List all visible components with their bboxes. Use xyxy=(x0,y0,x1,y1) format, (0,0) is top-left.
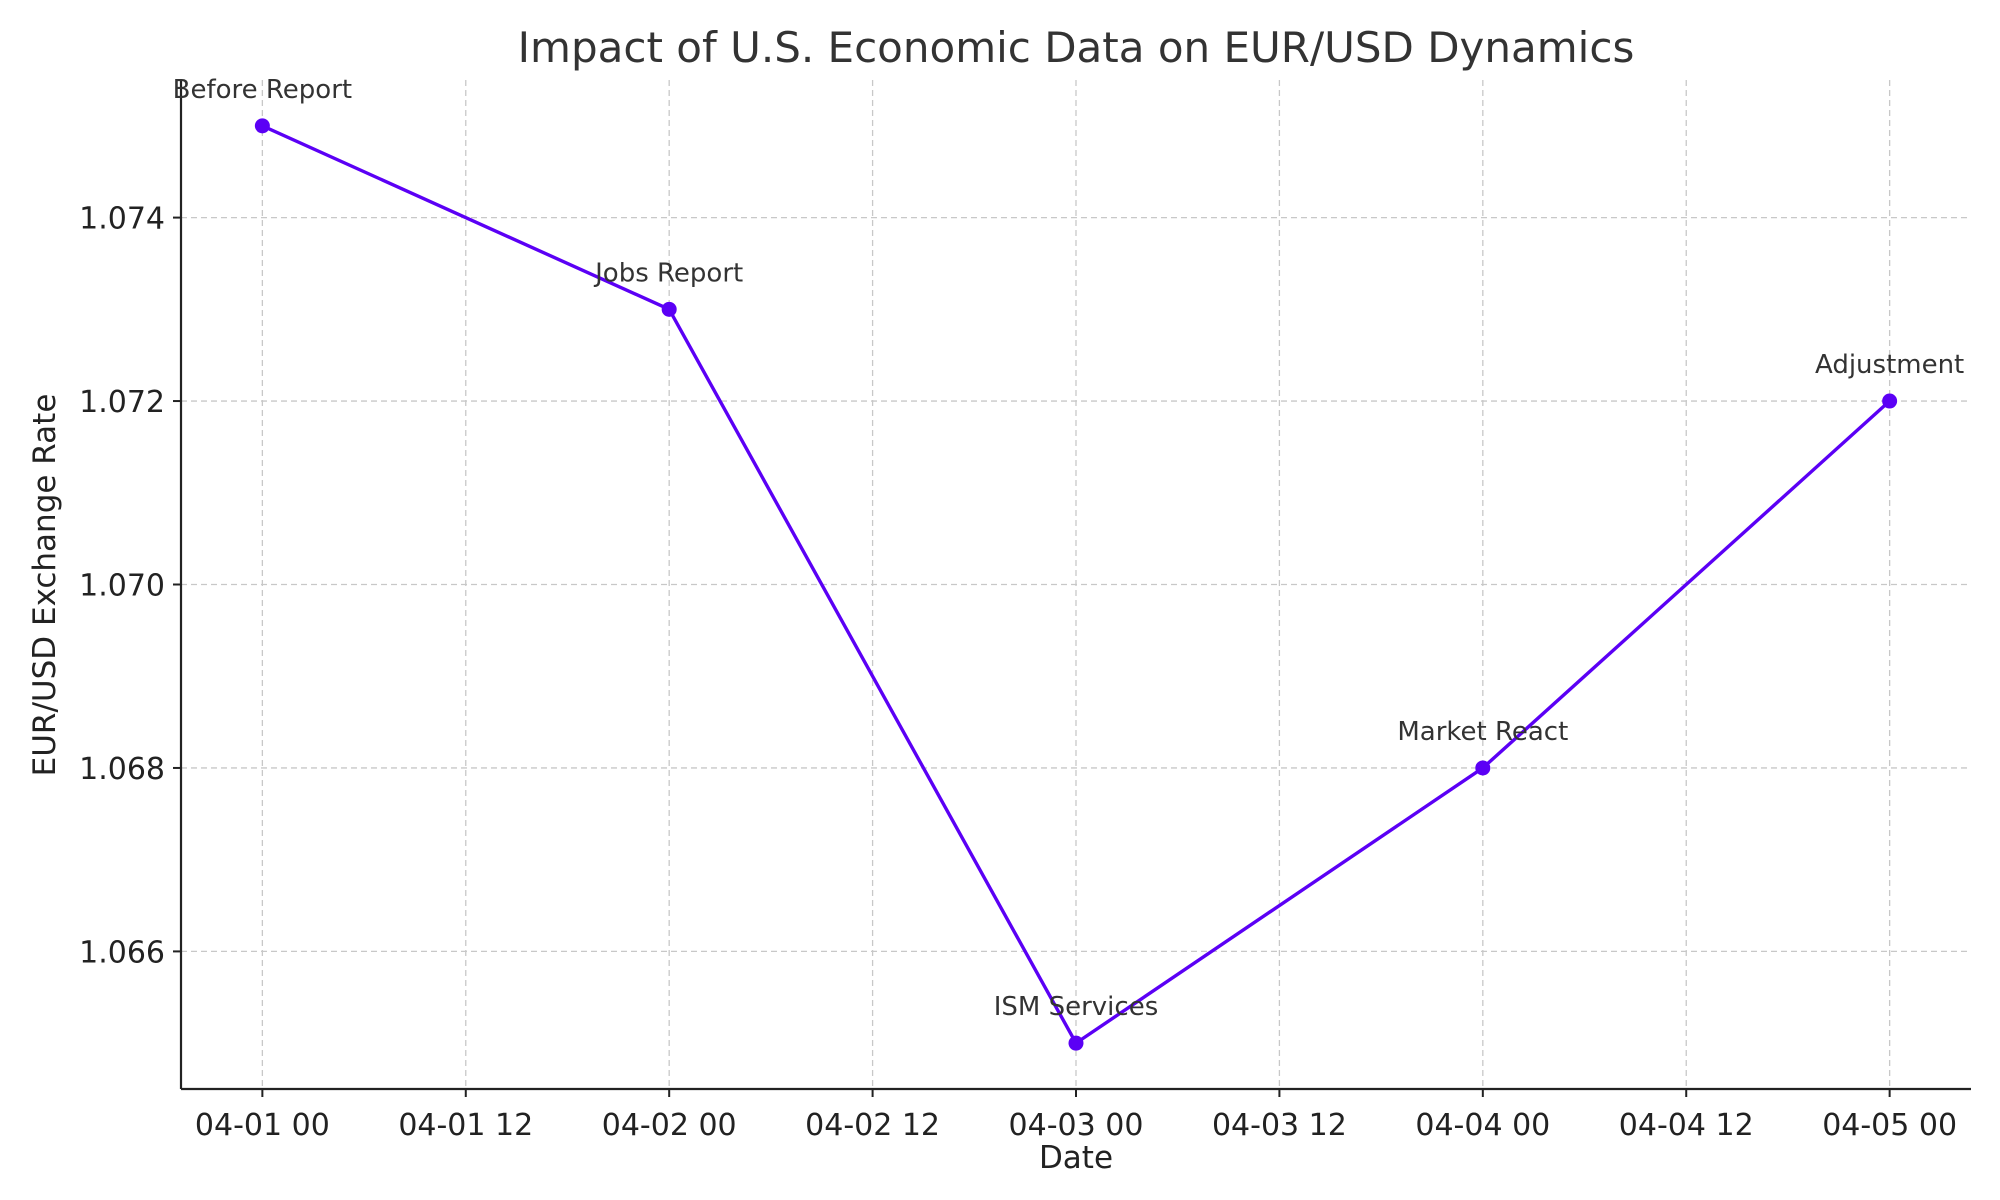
point-annotation: ISM Services xyxy=(994,992,1159,1022)
grid-lines xyxy=(181,80,1971,1089)
y-tick-label: 1.072 xyxy=(79,385,165,420)
x-tick-label: 04-04 12 xyxy=(1619,1108,1754,1143)
x-tick-label: 04-01 12 xyxy=(398,1108,533,1143)
point-annotation: Adjustment xyxy=(1815,350,1964,380)
x-axis-label: Date xyxy=(1039,1140,1113,1176)
data-point xyxy=(1475,760,1491,776)
y-tick-label: 1.070 xyxy=(79,569,165,604)
series-eurusd xyxy=(254,118,1898,1051)
data-point xyxy=(254,118,270,134)
chart-title: Impact of U.S. Economic Data on EUR/USD … xyxy=(518,23,1635,72)
data-point xyxy=(1882,393,1898,409)
x-tick-label: 04-02 00 xyxy=(602,1108,737,1143)
data-point xyxy=(1068,1035,1084,1051)
x-tick-label: 04-05 00 xyxy=(1822,1108,1957,1143)
x-tick-label: 04-03 12 xyxy=(1212,1108,1347,1143)
y-tick-label: 1.068 xyxy=(79,752,165,787)
point-annotation: Jobs Report xyxy=(593,258,743,288)
x-tick-label: 04-02 12 xyxy=(805,1108,940,1143)
x-axis-ticks: 04-01 00 04-01 12 04-02 00 04-02 12 04-03 00… xyxy=(195,1089,1957,1143)
y-axis-label: EUR/USD Exchange Rate xyxy=(27,394,63,777)
x-tick-label: 04-03 00 xyxy=(1009,1108,1144,1143)
y-tick-label: 1.074 xyxy=(79,202,165,237)
y-tick-label: 1.066 xyxy=(79,935,165,970)
point-annotation: Market React xyxy=(1397,717,1568,747)
y-axis-ticks: 1.066 1.068 1.070 1.072 1.074 xyxy=(79,202,181,970)
x-tick-label: 04-04 00 xyxy=(1415,1108,1550,1143)
point-annotation: Before Report xyxy=(173,75,352,105)
annotations: Before Report Jobs Report ISM Services Mark… xyxy=(173,75,1965,1022)
x-tick-label: 04-01 00 xyxy=(195,1108,330,1143)
data-point xyxy=(661,301,677,317)
